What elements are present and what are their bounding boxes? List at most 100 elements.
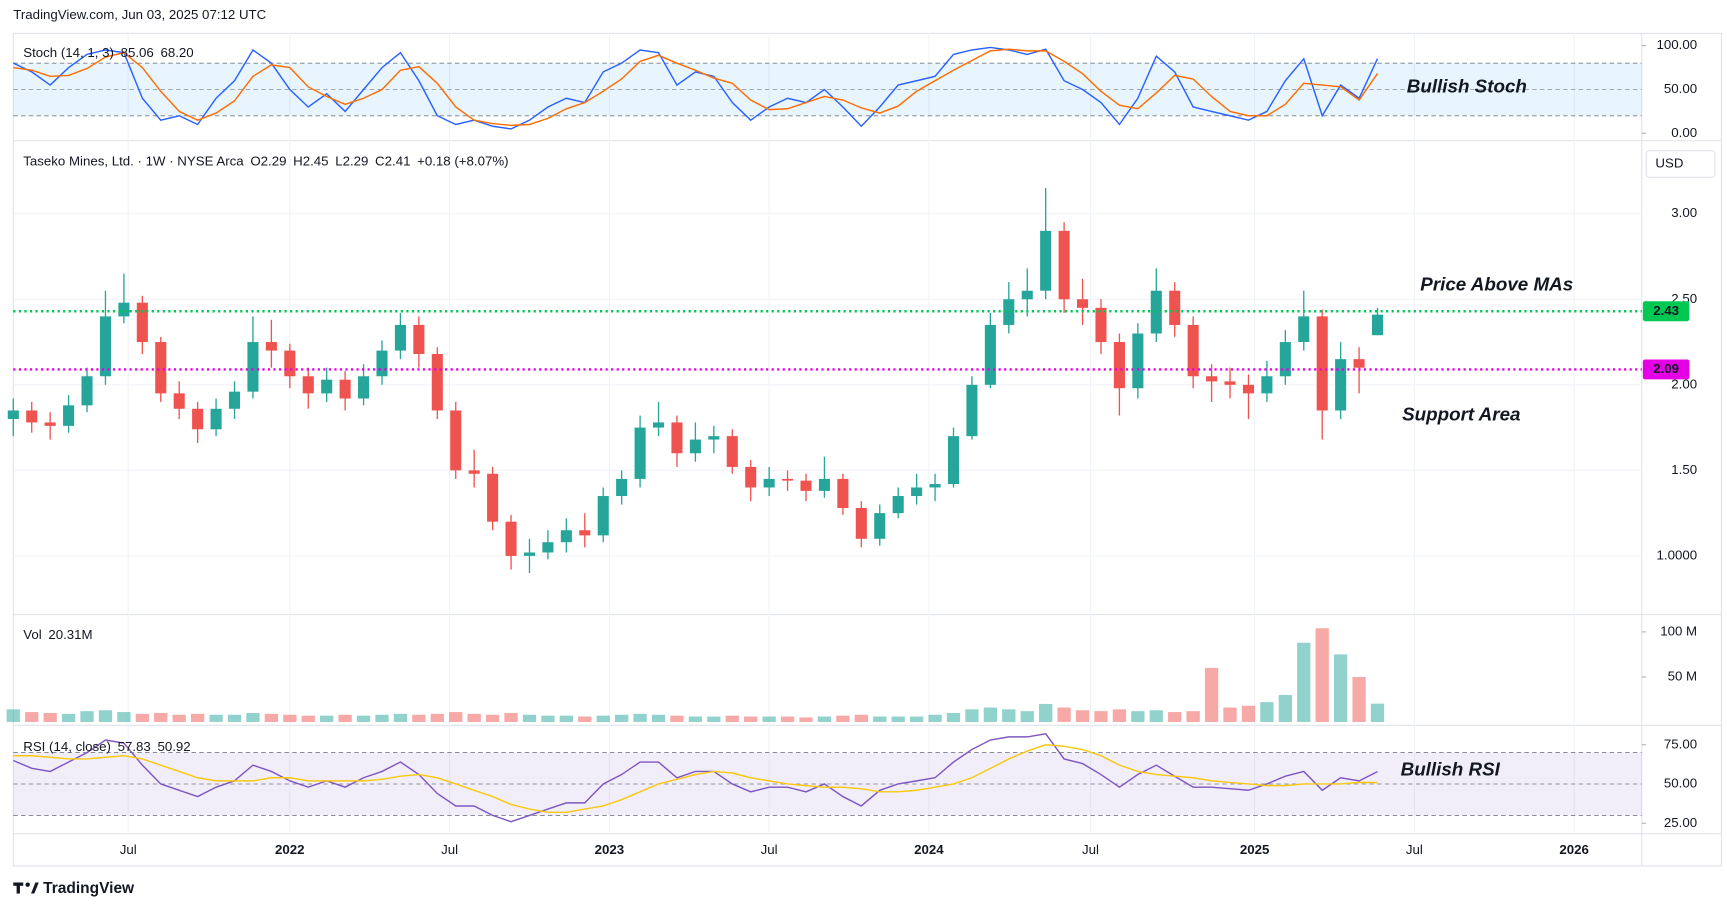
level-tag (1642, 359, 1690, 380)
volume-bar (1039, 703, 1053, 722)
volume-bar (485, 714, 500, 722)
candle-body (1335, 359, 1347, 411)
x-tick-label: 2023 (595, 842, 625, 857)
x-tick-label: 2025 (1240, 842, 1270, 857)
unit-label: USD (1655, 156, 1683, 171)
series-line (12, 46, 1379, 130)
volume-bar (799, 717, 813, 722)
candle-body (394, 324, 406, 351)
series-line (13, 733, 1378, 823)
candle-body (800, 480, 812, 491)
x-tick-label: Jul (761, 842, 778, 857)
candle-body (192, 408, 204, 430)
header: TradingView.com, Jun 03, 2025 07:12 UTC (13, 7, 266, 22)
candle-body (136, 302, 148, 343)
volume-bar (1057, 707, 1071, 722)
candle-body (984, 324, 996, 385)
volume-bar (1168, 712, 1182, 722)
footer: TradingView (43, 880, 135, 897)
volume-bar (117, 712, 131, 722)
volume-bar (1075, 710, 1090, 722)
volume-bar (688, 716, 703, 722)
y-tick-label: 3.00 (1671, 205, 1697, 220)
volume-bar (909, 716, 924, 722)
volume-bar (172, 714, 186, 722)
volume-bar (1260, 702, 1274, 722)
frame (12, 32, 1723, 867)
volume-bar (25, 712, 39, 722)
volume-bar (1223, 707, 1237, 722)
volume-bar (836, 715, 850, 722)
legend-value: 2.29 (261, 153, 287, 168)
candle-body (689, 439, 701, 454)
legend-value: 50.92 (157, 739, 190, 754)
legend-title: Vol (23, 627, 41, 642)
candle-body (7, 410, 19, 420)
candle-body (210, 408, 222, 430)
volume-bar (873, 716, 887, 722)
volume-bar (762, 716, 776, 722)
level-label: 2.43 (1653, 303, 1679, 318)
volume-bar (1315, 628, 1329, 722)
volume-bar (1131, 711, 1145, 722)
unit-box (1645, 150, 1716, 178)
level-tag (1642, 301, 1690, 322)
candle-body (1316, 316, 1328, 411)
candle-body (1021, 290, 1033, 300)
annotation: Bullish RSI (1401, 759, 1501, 780)
volume-bar (891, 716, 905, 722)
candle-body (1242, 384, 1255, 394)
candle-body (247, 342, 259, 392)
candle-body (782, 478, 794, 481)
legend-value: 68.20 (160, 45, 193, 60)
candle-body (523, 552, 536, 556)
x-tick-label: 2022 (275, 842, 305, 857)
legend-title: Taseko Mines, Ltd. · 1W · NYSE Arca (23, 153, 244, 168)
candle-body (1261, 376, 1273, 394)
candle-body (597, 496, 609, 536)
candle-body (284, 350, 296, 377)
candle-body (1095, 307, 1107, 343)
volume-bar (670, 715, 684, 722)
candle-body (745, 466, 757, 488)
candle-body (81, 376, 93, 406)
x-tick-label: Jul (1406, 842, 1423, 857)
legend-value: O (250, 153, 260, 168)
volume-bar (1370, 703, 1385, 722)
volume-bar (1186, 711, 1200, 722)
candle-body (173, 393, 185, 409)
candle-body (763, 478, 775, 488)
x-tick-label: 2024 (914, 842, 944, 857)
volume-bar (522, 714, 537, 722)
candle-body (1371, 314, 1384, 336)
volume-bar (80, 711, 94, 722)
legend-value: 57.83 (118, 739, 151, 754)
candle-body (1003, 299, 1015, 325)
volume-bar (1020, 711, 1034, 722)
volume-bar (596, 715, 610, 722)
candle-body (265, 342, 277, 351)
volume-bar (946, 712, 961, 722)
candle-body (505, 521, 517, 556)
x-tick-label: Jul (120, 842, 137, 857)
legend-value: L (335, 153, 342, 168)
volume-bar (43, 712, 57, 722)
volume-bar (725, 715, 739, 722)
candle-body (1224, 381, 1236, 385)
volume-bar (227, 714, 242, 722)
y-tick-label: 100.00 (1657, 37, 1698, 52)
candle-body (671, 422, 683, 454)
y-tick-label: 1.0000 (1657, 547, 1698, 562)
candle-body (155, 342, 167, 394)
series-line (13, 48, 1379, 127)
candle-body (1058, 230, 1070, 300)
candle-body (911, 487, 923, 497)
candle-body (99, 316, 111, 377)
candle-body (1206, 376, 1218, 382)
volume-bar (209, 714, 223, 722)
volume-bar (467, 713, 481, 722)
candle-body (837, 478, 849, 508)
volume-bar (190, 713, 205, 722)
